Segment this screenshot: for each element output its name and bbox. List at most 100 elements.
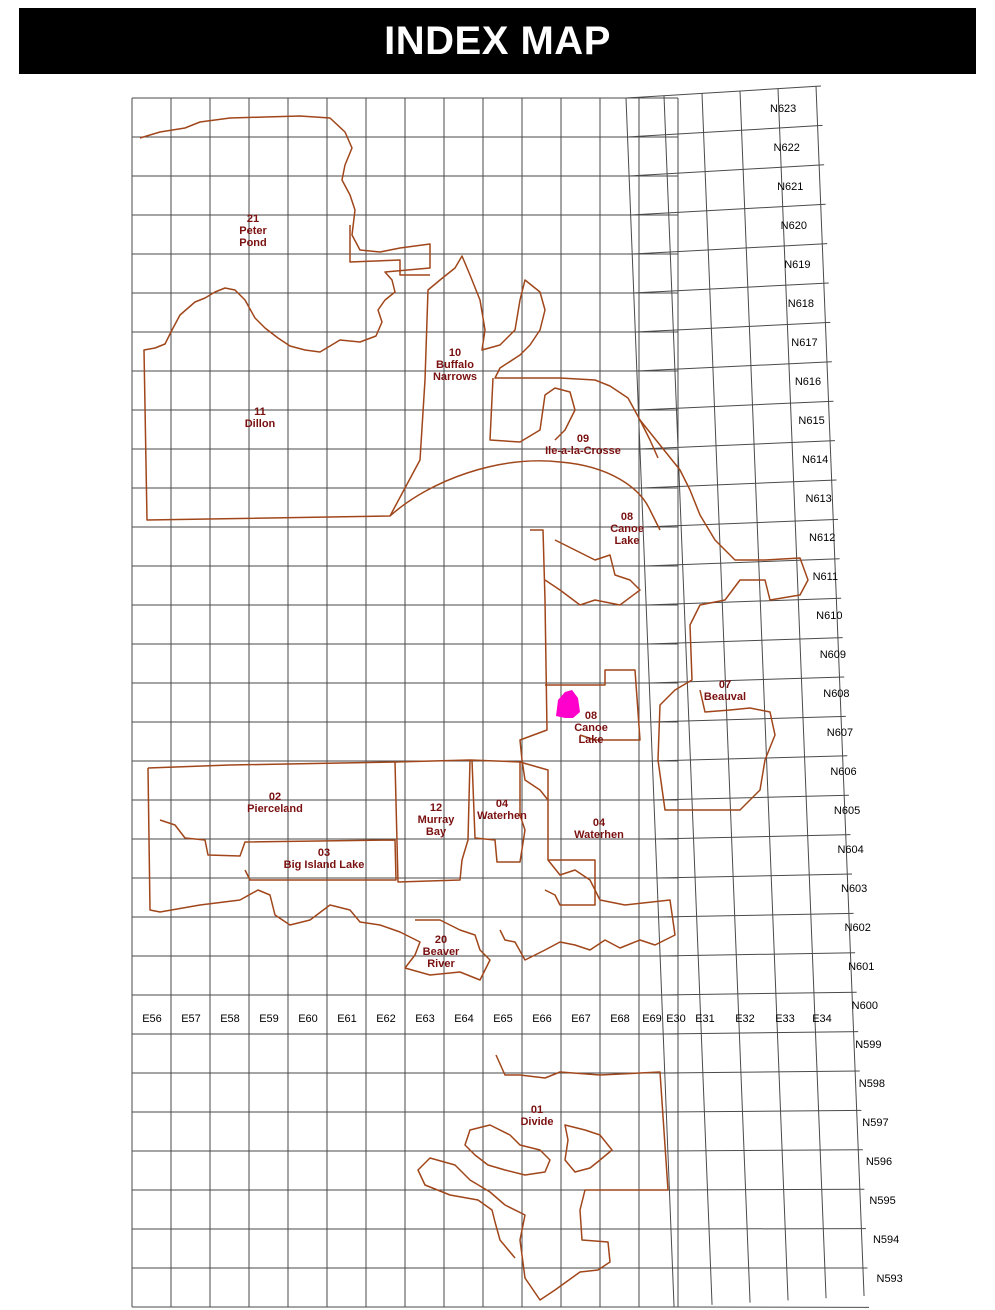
boundary-pierceland-west bbox=[147, 767, 491, 981]
grid-line-skewed-horizontal bbox=[641, 479, 837, 489]
northing-label: N615 bbox=[798, 415, 824, 427]
easting-label: E32 bbox=[735, 1013, 755, 1025]
northing-label: N594 bbox=[873, 1234, 899, 1246]
easting-label: E67 bbox=[571, 1013, 591, 1025]
northing-label: N605 bbox=[834, 805, 860, 817]
grid-line-skewed-horizontal bbox=[667, 1149, 863, 1152]
northing-label: N597 bbox=[862, 1117, 888, 1129]
region-label-10: 10 Buffalo Narrows bbox=[433, 347, 477, 383]
northing-label: N621 bbox=[777, 181, 803, 193]
grid-line-skewed-horizontal bbox=[663, 1031, 859, 1035]
grid-line-skewed-horizontal bbox=[633, 282, 829, 294]
boundary-peter-pond-inner bbox=[349, 225, 430, 276]
northing-label: N612 bbox=[809, 532, 835, 544]
grid-line-skewed-vertical bbox=[739, 90, 789, 1301]
grid-line-skewed-horizontal bbox=[658, 912, 854, 918]
region-label-03: 03 Big Island Lake bbox=[284, 847, 365, 871]
grid-line-skewed-horizontal bbox=[629, 164, 825, 177]
easting-label: E69 bbox=[642, 1013, 662, 1025]
grid-line-skewed-vertical bbox=[663, 95, 713, 1305]
boundary-divide-lake bbox=[464, 1124, 551, 1176]
region-boundaries bbox=[139, 115, 809, 1301]
northing-label: N598 bbox=[859, 1078, 885, 1090]
easting-label: E34 bbox=[812, 1013, 832, 1025]
northing-label: N616 bbox=[795, 376, 821, 388]
northing-label: N619 bbox=[784, 259, 810, 271]
region-label-02: 02 Pierceland bbox=[247, 791, 303, 815]
boundary-waterhen bbox=[471, 759, 526, 863]
boundary-waterhen-east bbox=[544, 859, 596, 906]
grid-line-skewed-horizontal bbox=[630, 203, 826, 216]
easting-label: E58 bbox=[220, 1013, 240, 1025]
northing-label: N618 bbox=[788, 298, 814, 310]
boundary-divide bbox=[417, 1054, 669, 1301]
northing-label: N609 bbox=[820, 649, 846, 661]
grid-line-skewed-vertical bbox=[815, 85, 865, 1297]
northing-label: N608 bbox=[823, 688, 849, 700]
northing-label: N610 bbox=[816, 610, 842, 622]
easting-label: E56 bbox=[142, 1013, 162, 1025]
easting-label: E30 bbox=[666, 1013, 686, 1025]
grid-line-skewed-vertical bbox=[777, 88, 827, 1299]
easting-label: E64 bbox=[454, 1013, 474, 1025]
northing-label: N593 bbox=[877, 1273, 903, 1285]
northing-label: N602 bbox=[845, 922, 871, 934]
grid-line-skewed-horizontal bbox=[635, 321, 831, 333]
map-grid bbox=[131, 85, 870, 1308]
grid-line-skewed-horizontal bbox=[655, 834, 851, 840]
grid-line-skewed-horizontal bbox=[632, 243, 828, 255]
page-title: INDEX MAP bbox=[19, 8, 976, 74]
boundary-buffalo-inner bbox=[489, 377, 576, 443]
northing-label: N620 bbox=[781, 220, 807, 232]
easting-label: E60 bbox=[298, 1013, 318, 1025]
northing-label: N611 bbox=[813, 571, 838, 583]
highlight-area bbox=[556, 690, 580, 718]
northing-label: N599 bbox=[855, 1039, 881, 1051]
region-label-01: 01 Divide bbox=[520, 1104, 553, 1128]
region-label-08a: 08 Canoe Lake bbox=[610, 511, 644, 547]
easting-label: E33 bbox=[775, 1013, 795, 1025]
northing-label: N623 bbox=[770, 103, 796, 115]
easting-label: E57 bbox=[181, 1013, 201, 1025]
grid-line-skewed-horizontal bbox=[660, 952, 856, 957]
grid-line-skewed-horizontal bbox=[638, 400, 834, 411]
grid-line-skewed-vertical bbox=[625, 97, 675, 1308]
region-label-04a: 04 Waterhen bbox=[477, 798, 527, 822]
northing-label: N622 bbox=[774, 142, 800, 154]
region-label-21: 21 Peter Pond bbox=[239, 213, 267, 249]
boundary-canoe-lake bbox=[499, 529, 676, 961]
northing-label: N596 bbox=[866, 1156, 892, 1168]
grid-line-skewed-horizontal bbox=[649, 676, 845, 684]
grid-line-skewed-horizontal bbox=[650, 715, 846, 723]
boundary-beauval bbox=[639, 419, 809, 811]
region-label-04b: 04 Waterhen bbox=[574, 817, 624, 841]
grid-line-skewed-horizontal bbox=[664, 1070, 860, 1074]
easting-label: E59 bbox=[259, 1013, 279, 1025]
grid-line-skewed-horizontal bbox=[656, 873, 853, 879]
easting-label: E66 bbox=[532, 1013, 552, 1025]
easting-label: E63 bbox=[415, 1013, 435, 1025]
region-labels: 21 Peter Pond 11 Dillon 10 Buffalo Narrows 09 Ile… bbox=[239, 213, 746, 1128]
region-label-12: 12 Murray Bay bbox=[418, 802, 456, 838]
easting-label: E62 bbox=[376, 1013, 396, 1025]
northing-label: N614 bbox=[802, 454, 828, 466]
boundary-murray-bay bbox=[394, 759, 471, 883]
northing-label: N617 bbox=[791, 337, 817, 349]
boundary-big-island bbox=[159, 819, 397, 881]
boundary-ile-a-la-crosse bbox=[389, 460, 661, 531]
northing-label: N604 bbox=[837, 844, 863, 856]
grid-line-skewed-horizontal bbox=[644, 558, 840, 567]
northing-label: N613 bbox=[806, 493, 832, 505]
grid-line-skewed-horizontal bbox=[647, 637, 843, 645]
easting-label: E31 bbox=[695, 1013, 715, 1025]
region-label-08b: 08 Canoe Lake bbox=[574, 710, 608, 746]
region-label-11: 11 Dillon bbox=[245, 406, 276, 430]
region-label-07: 07 Beauval bbox=[704, 679, 746, 703]
boundary-divide-east bbox=[564, 1124, 613, 1173]
easting-label: E61 bbox=[337, 1013, 357, 1025]
grid-line-skewed-horizontal bbox=[639, 440, 835, 450]
northing-label: N595 bbox=[869, 1195, 895, 1207]
grid-line-skewed-horizontal bbox=[661, 991, 857, 996]
northing-label: N601 bbox=[848, 961, 874, 973]
